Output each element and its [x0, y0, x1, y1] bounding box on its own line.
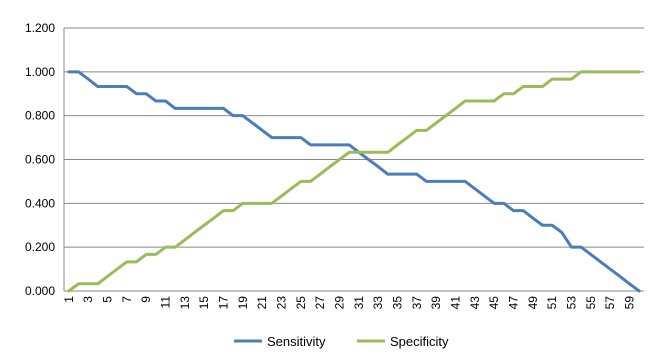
x-tick-label: 27 — [313, 296, 327, 310]
x-tick-label: 49 — [526, 296, 540, 310]
x-tick-label: 57 — [603, 296, 617, 310]
y-tick-label: 0.400 — [25, 196, 55, 210]
x-tick-label: 53 — [565, 296, 579, 310]
x-tick-label: 41 — [449, 296, 463, 310]
x-tick-label: 13 — [178, 296, 192, 310]
legend: Sensitivity Specificity — [234, 334, 449, 349]
legend-label: Specificity — [390, 334, 449, 349]
x-tick-label: 25 — [294, 296, 308, 310]
series-line-specificity — [67, 70, 641, 293]
x-tick-label: 9 — [139, 296, 153, 303]
x-tick-label: 7 — [120, 296, 134, 303]
x-tick-label: 11 — [159, 296, 173, 309]
x-tick-label: 51 — [545, 296, 559, 310]
y-tick-label: 0.600 — [25, 153, 55, 167]
series-lines — [67, 70, 641, 293]
y-tick-label: 1.000 — [25, 65, 55, 79]
x-tick-label: 23 — [275, 296, 289, 310]
y-tick-label: 1.200 — [25, 21, 55, 35]
x-tick-label: 33 — [371, 296, 385, 310]
x-tick-label: 3 — [81, 296, 95, 303]
x-tick-label: 35 — [391, 296, 405, 310]
x-tick-label: 21 — [255, 296, 269, 310]
x-tick-label: 29 — [333, 296, 347, 310]
y-tick-label: 0.000 — [25, 284, 55, 298]
x-tick-label: 55 — [584, 296, 598, 310]
x-tick-label: 47 — [507, 296, 521, 310]
x-tick-label: 5 — [101, 296, 115, 303]
x-tick-label: 1 — [62, 296, 76, 303]
x-tick-label: 17 — [217, 296, 231, 310]
x-tick-label: 31 — [352, 296, 366, 310]
x-tick-label: 19 — [236, 296, 250, 310]
x-tick-label: 37 — [410, 296, 424, 310]
series-line-sensitivity — [67, 70, 641, 293]
y-tick-label: 0.800 — [25, 109, 55, 123]
y-axis-tick-labels: 0.000 0.200 0.400 0.600 0.800 1.000 1.200 — [25, 21, 55, 298]
x-tick-label: 15 — [197, 296, 211, 310]
x-tick-label: 59 — [623, 296, 637, 310]
x-tick-label: 45 — [487, 296, 501, 310]
x-tick-label: 43 — [468, 296, 482, 310]
y-tick-label: 0.200 — [25, 240, 55, 254]
x-tick-label: 39 — [429, 296, 443, 310]
legend-label: Sensitivity — [267, 334, 326, 349]
x-axis-tick-labels: 1 3 5 7 9 11 13 15 17 19 21 23 25 27 29 31 33 35 37 39 41 43 4… — [62, 296, 637, 310]
gridlines — [63, 27, 644, 292]
